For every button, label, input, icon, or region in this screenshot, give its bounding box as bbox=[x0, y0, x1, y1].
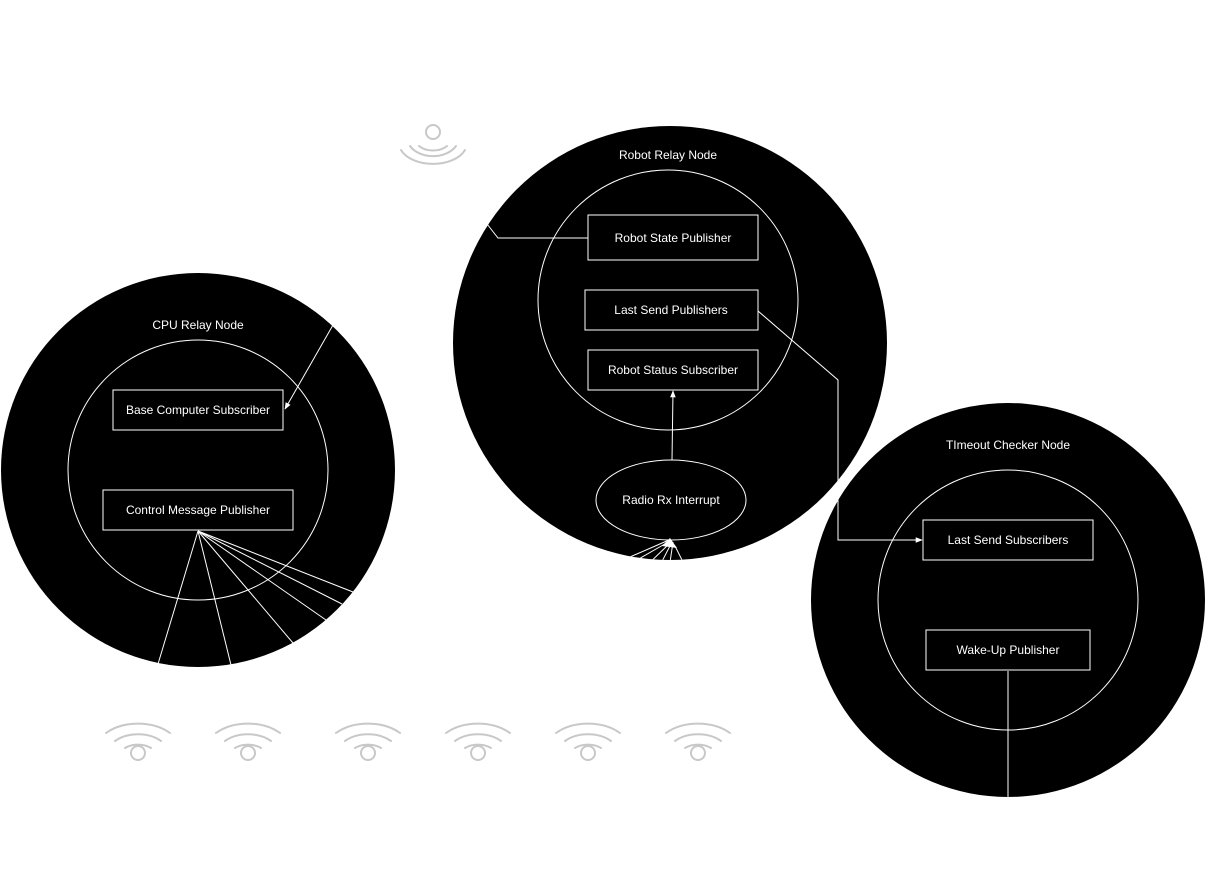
robot-state-to-base-subscriber-wire-end bbox=[284, 324, 334, 410]
broadcast-wire-4 bbox=[197, 530, 327, 621]
wifi-broadcast-icon bbox=[400, 124, 466, 165]
robot-state-publisher-box[interactable]: Robot State Publisher bbox=[587, 214, 759, 261]
wifi-icon bbox=[215, 722, 281, 761]
broadcast-wire-5 bbox=[197, 530, 343, 605]
incoming-radio-wire-6 bbox=[674, 545, 691, 560]
robot-relay-node-title: Robot Relay Node bbox=[619, 148, 717, 162]
timeout-checker-node[interactable]: TImeout Checker Node Last Send Subscribe… bbox=[811, 403, 1205, 797]
rx-interrupt-to-status-subscriber-wire bbox=[670, 390, 676, 461]
last-send-publishers-box[interactable]: Last Send Publishers bbox=[584, 289, 759, 331]
wifi-icon bbox=[445, 722, 511, 761]
robot-state-publisher-label: Robot State Publisher bbox=[615, 231, 732, 245]
cpu-relay-node-body bbox=[1, 273, 395, 667]
robot-relay-node[interactable]: Robot Relay Node Robot State Publisher L… bbox=[453, 126, 887, 560]
robot-relay-node-inner-ring bbox=[537, 169, 799, 431]
broadcast-wire-3 bbox=[197, 530, 294, 644]
broadcast-wire-1 bbox=[157, 530, 199, 665]
incoming-radio-wires bbox=[599, 538, 691, 560]
incoming-radio-wire-2 bbox=[615, 540, 671, 560]
wifi-icon bbox=[335, 722, 401, 761]
broadcast-wire-6 bbox=[197, 530, 354, 593]
incoming-radio-wire-4 bbox=[654, 541, 673, 560]
cpu-relay-node[interactable]: CPU Relay Node Base Computer Subscriber … bbox=[1, 273, 395, 667]
timeout-checker-node-body bbox=[811, 403, 1205, 797]
broadcast-wire-2 bbox=[197, 530, 232, 666]
robot-status-subscriber-label: Robot Status Subscriber bbox=[608, 363, 738, 377]
wake-up-publisher-box[interactable]: Wake-Up Publisher bbox=[925, 629, 1091, 671]
wifi-icon bbox=[555, 722, 621, 761]
radio-rx-interrupt-label: Radio Rx Interrupt bbox=[622, 493, 720, 507]
robot-radio-icons bbox=[105, 722, 731, 761]
robot-relay-node-body bbox=[453, 126, 887, 560]
incoming-radio-wire-1 bbox=[599, 539, 670, 560]
radio-rx-interrupt[interactable]: Radio Rx Interrupt bbox=[595, 459, 747, 541]
robot-status-subscriber-box[interactable]: Robot Status Subscriber bbox=[587, 349, 759, 391]
base-computer-subscriber-label: Base Computer Subscriber bbox=[126, 403, 270, 417]
wifi-icon bbox=[665, 722, 731, 761]
cpu-relay-node-inner-ring bbox=[67, 339, 329, 601]
timeout-checker-node-title: TImeout Checker Node bbox=[946, 438, 1070, 452]
wifi-icon bbox=[105, 722, 171, 761]
control-broadcast-wires bbox=[157, 530, 354, 666]
last-send-subscribers-box[interactable]: Last Send Subscribers bbox=[922, 519, 1094, 561]
robot-state-to-base-subscriber-wire bbox=[486, 223, 588, 239]
base-computer-subscriber-box[interactable]: Base Computer Subscriber bbox=[112, 389, 284, 431]
incoming-radio-arrowhead bbox=[662, 538, 677, 548]
last-send-publishers-label: Last Send Publishers bbox=[614, 303, 727, 317]
wake-up-publisher-label: Wake-Up Publisher bbox=[957, 643, 1060, 657]
cpu-relay-node-title: CPU Relay Node bbox=[152, 318, 244, 332]
last-send-subscribers-label: Last Send Subscribers bbox=[948, 533, 1069, 547]
control-message-publisher-label: Control Message Publisher bbox=[126, 503, 270, 517]
control-message-publisher-box[interactable]: Control Message Publisher bbox=[102, 489, 294, 531]
incoming-radio-wire-3 bbox=[637, 541, 672, 560]
incoming-radio-wire-5 bbox=[667, 541, 674, 560]
last-send-publishers-to-subscribers-wire bbox=[757, 310, 923, 543]
